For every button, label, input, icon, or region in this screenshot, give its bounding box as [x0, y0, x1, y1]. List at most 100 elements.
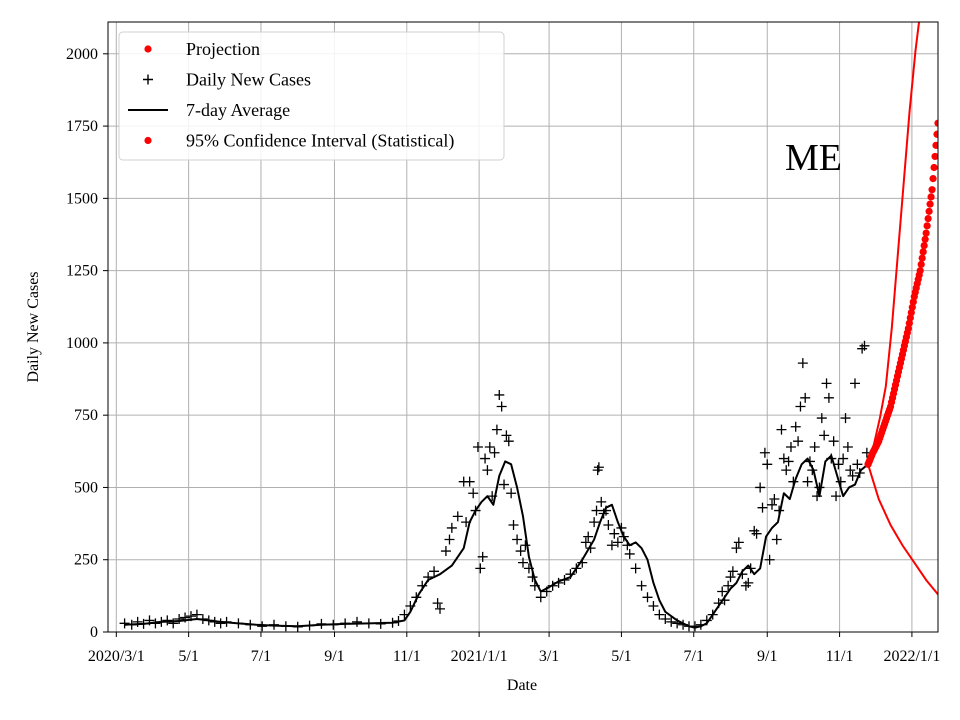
- y-tick-label: 0: [90, 624, 98, 641]
- daily-case-point: [755, 482, 766, 493]
- daily-case-point: [609, 528, 620, 539]
- x-tick-label: 9/1: [324, 648, 344, 665]
- y-tick-label: 500: [74, 479, 98, 496]
- legend-marker-dot: [144, 45, 152, 53]
- daily-case-point: [215, 618, 226, 629]
- ci-lower-bound-line: [867, 464, 938, 596]
- daily-case-point: [809, 441, 820, 452]
- legend-marker-plus: [143, 74, 153, 85]
- x-tick-label: 7/1: [251, 648, 271, 665]
- daily-case-point: [468, 488, 479, 499]
- daily-case-point: [790, 421, 801, 432]
- daily-case-point: [771, 534, 782, 545]
- x-axis-label: Date: [507, 677, 537, 694]
- daily-case-point: [624, 548, 635, 559]
- daily-case-point: [489, 447, 500, 458]
- daily-case-point: [636, 580, 647, 591]
- projection-point: [931, 152, 938, 161]
- daily-case-point: [593, 462, 604, 473]
- daily-case-point: [515, 546, 526, 557]
- x-tick-label: 7/1: [684, 648, 704, 665]
- x-tick-label: 11/1: [826, 648, 854, 665]
- daily-case-point: [666, 616, 677, 627]
- seven-day-average-line: [124, 454, 869, 629]
- legend-label: 95% Confidence Interval (Statistical): [186, 131, 454, 152]
- daily-case-point: [816, 413, 827, 424]
- legend-marker-dot: [144, 136, 152, 145]
- daily-case-point: [821, 378, 832, 389]
- daily-case-point: [508, 520, 519, 531]
- daily-case-point: [757, 502, 768, 513]
- daily-case-point: [831, 491, 842, 502]
- plot-frame: [107, 21, 939, 633]
- daily-case-point: [648, 600, 659, 611]
- daily-case-point: [731, 543, 742, 554]
- daily-case-point: [589, 517, 600, 528]
- projection-point: [920, 241, 928, 250]
- legend-label: Projection: [186, 39, 260, 59]
- daily-case-point: [725, 572, 736, 583]
- y-tick-label: 1250: [66, 263, 98, 280]
- legend: Projection Daily New Cases 7-day Average 95…: [118, 31, 505, 161]
- daily-case-point: [452, 511, 463, 522]
- daily-case-point: [580, 537, 591, 548]
- daily-case-point: [783, 456, 794, 467]
- daily-case-point: [174, 613, 185, 624]
- daily-case-point: [660, 613, 671, 624]
- daily-case-point: [833, 459, 844, 470]
- x-tick-label: 5/1: [611, 648, 631, 665]
- daily-case-point: [847, 470, 858, 481]
- daily-case-point: [769, 494, 780, 505]
- daily-case-point: [484, 441, 495, 452]
- daily-case-point: [432, 598, 443, 609]
- daily-case-point: [840, 413, 851, 424]
- daily-case-point: [630, 563, 641, 574]
- daily-case-point: [852, 459, 863, 470]
- daily-case-point: [828, 436, 839, 447]
- x-tick-label: 2020/3/1: [88, 648, 145, 665]
- daily-case-point: [767, 499, 777, 510]
- daily-case-point: [496, 401, 507, 412]
- daily-case-point: [491, 424, 502, 435]
- daily-case-point: [793, 436, 804, 447]
- projection-point: [922, 229, 930, 237]
- daily-case-point: [503, 436, 514, 447]
- projection-point: [921, 235, 929, 243]
- daily-case-point: [480, 453, 491, 464]
- x-tick-label: 3/1: [539, 648, 559, 665]
- daily-case-point: [535, 592, 546, 603]
- projection-point: [927, 193, 935, 201]
- daily-case-point: [440, 546, 451, 557]
- y-tick-label: 750: [74, 407, 98, 424]
- daily-case-point: [717, 586, 728, 597]
- projection-point: [918, 254, 926, 262]
- daily-case-point: [781, 465, 792, 476]
- daily-case-point: [603, 520, 614, 531]
- daily-case-point: [850, 378, 860, 389]
- legend-box: [118, 31, 505, 161]
- y-tick-label: 1000: [66, 335, 98, 352]
- daily-case-point: [733, 537, 744, 548]
- x-tick-label: 5/1: [178, 648, 198, 665]
- daily-case-point: [764, 554, 775, 565]
- daily-case-point: [435, 603, 445, 614]
- y-axis-label: Daily New Cases: [25, 271, 42, 382]
- daily-case-point: [785, 441, 796, 452]
- daily-case-point: [797, 358, 808, 369]
- daily-case-point: [191, 609, 202, 620]
- daily-case-point: [762, 459, 773, 470]
- daily-case-point: [838, 453, 849, 464]
- y-tick-label: 1500: [66, 190, 98, 207]
- chart-annotation: ME: [785, 137, 842, 179]
- daily-case-point: [499, 479, 510, 490]
- y-tick-label: 250: [74, 552, 98, 569]
- projection-point: [925, 207, 933, 215]
- daily-case-point: [475, 563, 486, 574]
- x-tick-label: 2021/1/1: [451, 648, 508, 665]
- daily-case-point: [751, 528, 762, 539]
- x-tick-label: 11/1: [393, 648, 421, 665]
- daily-case-point: [464, 476, 475, 487]
- daily-case-point: [642, 592, 653, 603]
- daily-case-point: [501, 430, 512, 441]
